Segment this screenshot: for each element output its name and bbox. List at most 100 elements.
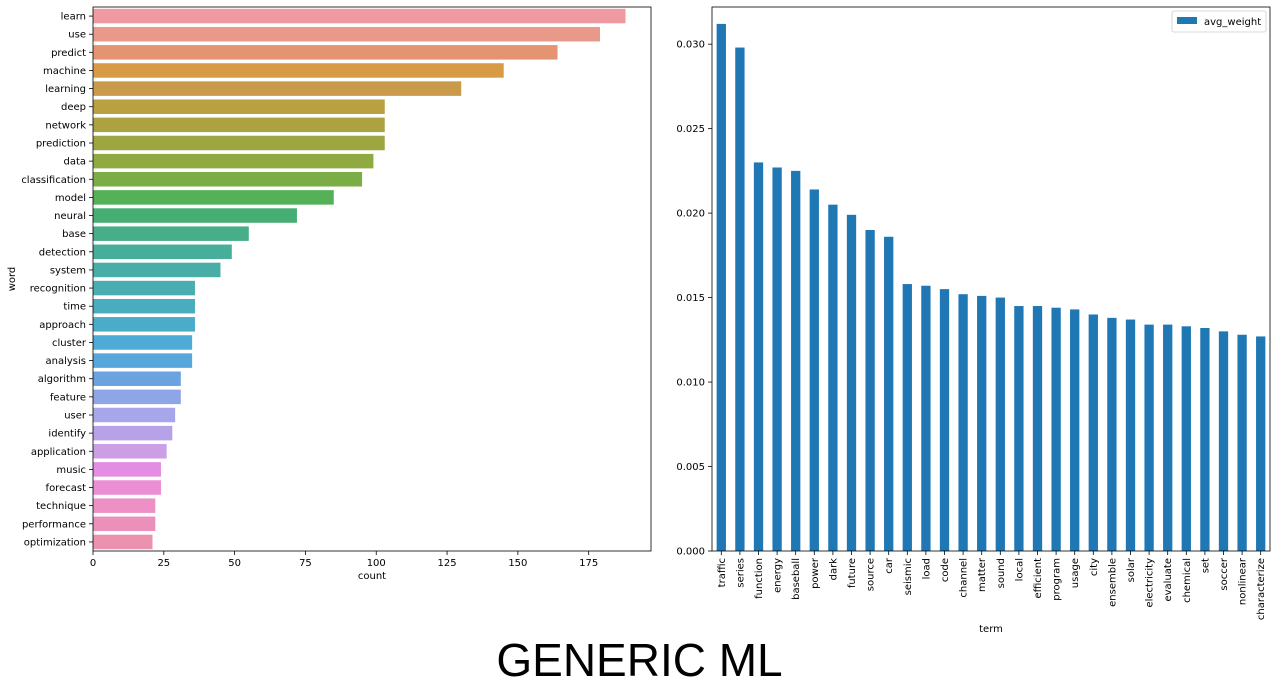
- x-tick-label: chemical: [1182, 558, 1193, 603]
- bar-time: [93, 298, 195, 314]
- x-tick-label: set: [1200, 558, 1211, 573]
- x-tick-label: 125: [438, 558, 457, 569]
- bar-seismic: [902, 284, 912, 551]
- bar-model: [93, 190, 334, 205]
- y-tick-label: 0.030: [676, 40, 705, 51]
- bar-music: [93, 462, 161, 477]
- y-tick-label: model: [55, 193, 86, 204]
- x-tick-label: 0: [90, 558, 96, 569]
- x-tick-label: power: [810, 557, 821, 589]
- x-tick-label: soccer: [1219, 557, 1230, 590]
- bar-ensemble: [1107, 317, 1117, 551]
- x-tick-label: car: [884, 557, 895, 574]
- bar-neural: [93, 208, 297, 223]
- y-tick-label: approach: [39, 320, 86, 331]
- x-tick-label: evaluate: [1163, 558, 1174, 602]
- bar-local: [1014, 306, 1024, 551]
- y-tick-label: user: [64, 411, 87, 422]
- y-tick-label: forecast: [46, 483, 87, 494]
- x-tick-label: efficient: [1033, 558, 1044, 599]
- bar-data: [93, 153, 374, 169]
- x-tick-label: load: [921, 558, 932, 579]
- bar-cluster: [93, 335, 193, 350]
- bar-electricity: [1144, 324, 1154, 551]
- y-tick-label: predict: [51, 48, 86, 59]
- x-tick-label: 25: [157, 558, 170, 569]
- bar-user: [93, 407, 176, 423]
- y-tick-label: deep: [61, 102, 86, 113]
- bar-sound: [995, 297, 1005, 551]
- word-count-bar-chart: learn use predict machine learning deep networ…: [7, 6, 652, 582]
- legend: avg_weight: [1171, 10, 1267, 33]
- plot-frame: [711, 6, 1271, 552]
- bar-solar: [1125, 319, 1136, 551]
- y-tick-label: network: [45, 120, 86, 131]
- bar-performance: [93, 516, 156, 532]
- y-tick-label: 0.015: [676, 293, 705, 304]
- legend-label: avg_weight: [1204, 17, 1261, 28]
- x-axis-label: count: [358, 571, 386, 582]
- y-tick-label: technique: [36, 501, 86, 512]
- bar-evaluate: [1163, 324, 1173, 551]
- y-tick-label: learning: [45, 84, 86, 95]
- x-tick-label: source: [866, 558, 877, 591]
- bar-application: [93, 444, 167, 459]
- y-tick-label: cluster: [52, 338, 87, 349]
- x-tick-label: local: [1014, 558, 1025, 581]
- y-tick-label: identify: [48, 429, 86, 440]
- bar-network: [93, 117, 385, 133]
- bar-function: [753, 162, 764, 551]
- bar-energy: [772, 167, 782, 551]
- y-tick-label: learn: [61, 12, 86, 23]
- x-tick-label: traffic: [717, 558, 728, 587]
- x-tick-label: series: [735, 558, 746, 588]
- y-tick-label: 0.005: [676, 462, 705, 473]
- x-tick-label: 75: [299, 558, 312, 569]
- y-tick-label: optimization: [24, 537, 86, 548]
- bar-predict: [93, 45, 558, 60]
- bar-deep: [93, 99, 385, 114]
- y-tick-label: base: [62, 229, 86, 240]
- plot-frame: [92, 6, 652, 552]
- bar-recognition: [93, 280, 195, 296]
- bar-forecast: [93, 480, 161, 495]
- y-tick-label: data: [63, 157, 86, 168]
- y-tick-label: algorithm: [38, 374, 86, 385]
- bar-dark: [828, 204, 838, 551]
- bar-baseball: [791, 170, 801, 551]
- y-tick-label: application: [31, 447, 86, 458]
- x-tick-label: function: [754, 558, 765, 599]
- x-tick-label: future: [847, 558, 858, 588]
- bar-car: [884, 236, 894, 551]
- bar-prediction: [93, 135, 385, 151]
- bar-analysis: [93, 353, 193, 368]
- bar-approach: [93, 317, 195, 332]
- y-axis-label: word: [7, 267, 18, 292]
- y-tick-label: performance: [22, 519, 86, 530]
- y-tick-label: 0.025: [676, 124, 705, 135]
- x-tick-label: 175: [579, 558, 598, 569]
- bar-traffic: [716, 23, 726, 551]
- x-tick-label: city: [1089, 558, 1100, 576]
- bar-classification: [93, 172, 363, 187]
- bar-channel: [958, 294, 968, 551]
- bar-usage: [1070, 309, 1080, 551]
- bar-characterize: [1256, 336, 1266, 551]
- y-tick-label: music: [56, 465, 86, 476]
- x-tick-label: solar: [1126, 557, 1137, 582]
- y-tick-label: detection: [39, 247, 86, 258]
- y-tick-label: analysis: [46, 356, 87, 367]
- bar-detection: [93, 244, 232, 260]
- bar-matter: [977, 295, 987, 551]
- x-axis-label: term: [979, 624, 1003, 635]
- x-tick-label: code: [940, 558, 951, 582]
- y-tick-label: recognition: [30, 284, 86, 295]
- x-tick-label: baseball: [791, 558, 802, 600]
- x-tick-label: ensemble: [1107, 558, 1118, 607]
- legend-swatch: [1177, 17, 1197, 24]
- bar-code: [939, 289, 950, 551]
- bar-base: [93, 226, 249, 241]
- y-tick-label: machine: [43, 66, 86, 77]
- y-tick-label: use: [68, 30, 86, 41]
